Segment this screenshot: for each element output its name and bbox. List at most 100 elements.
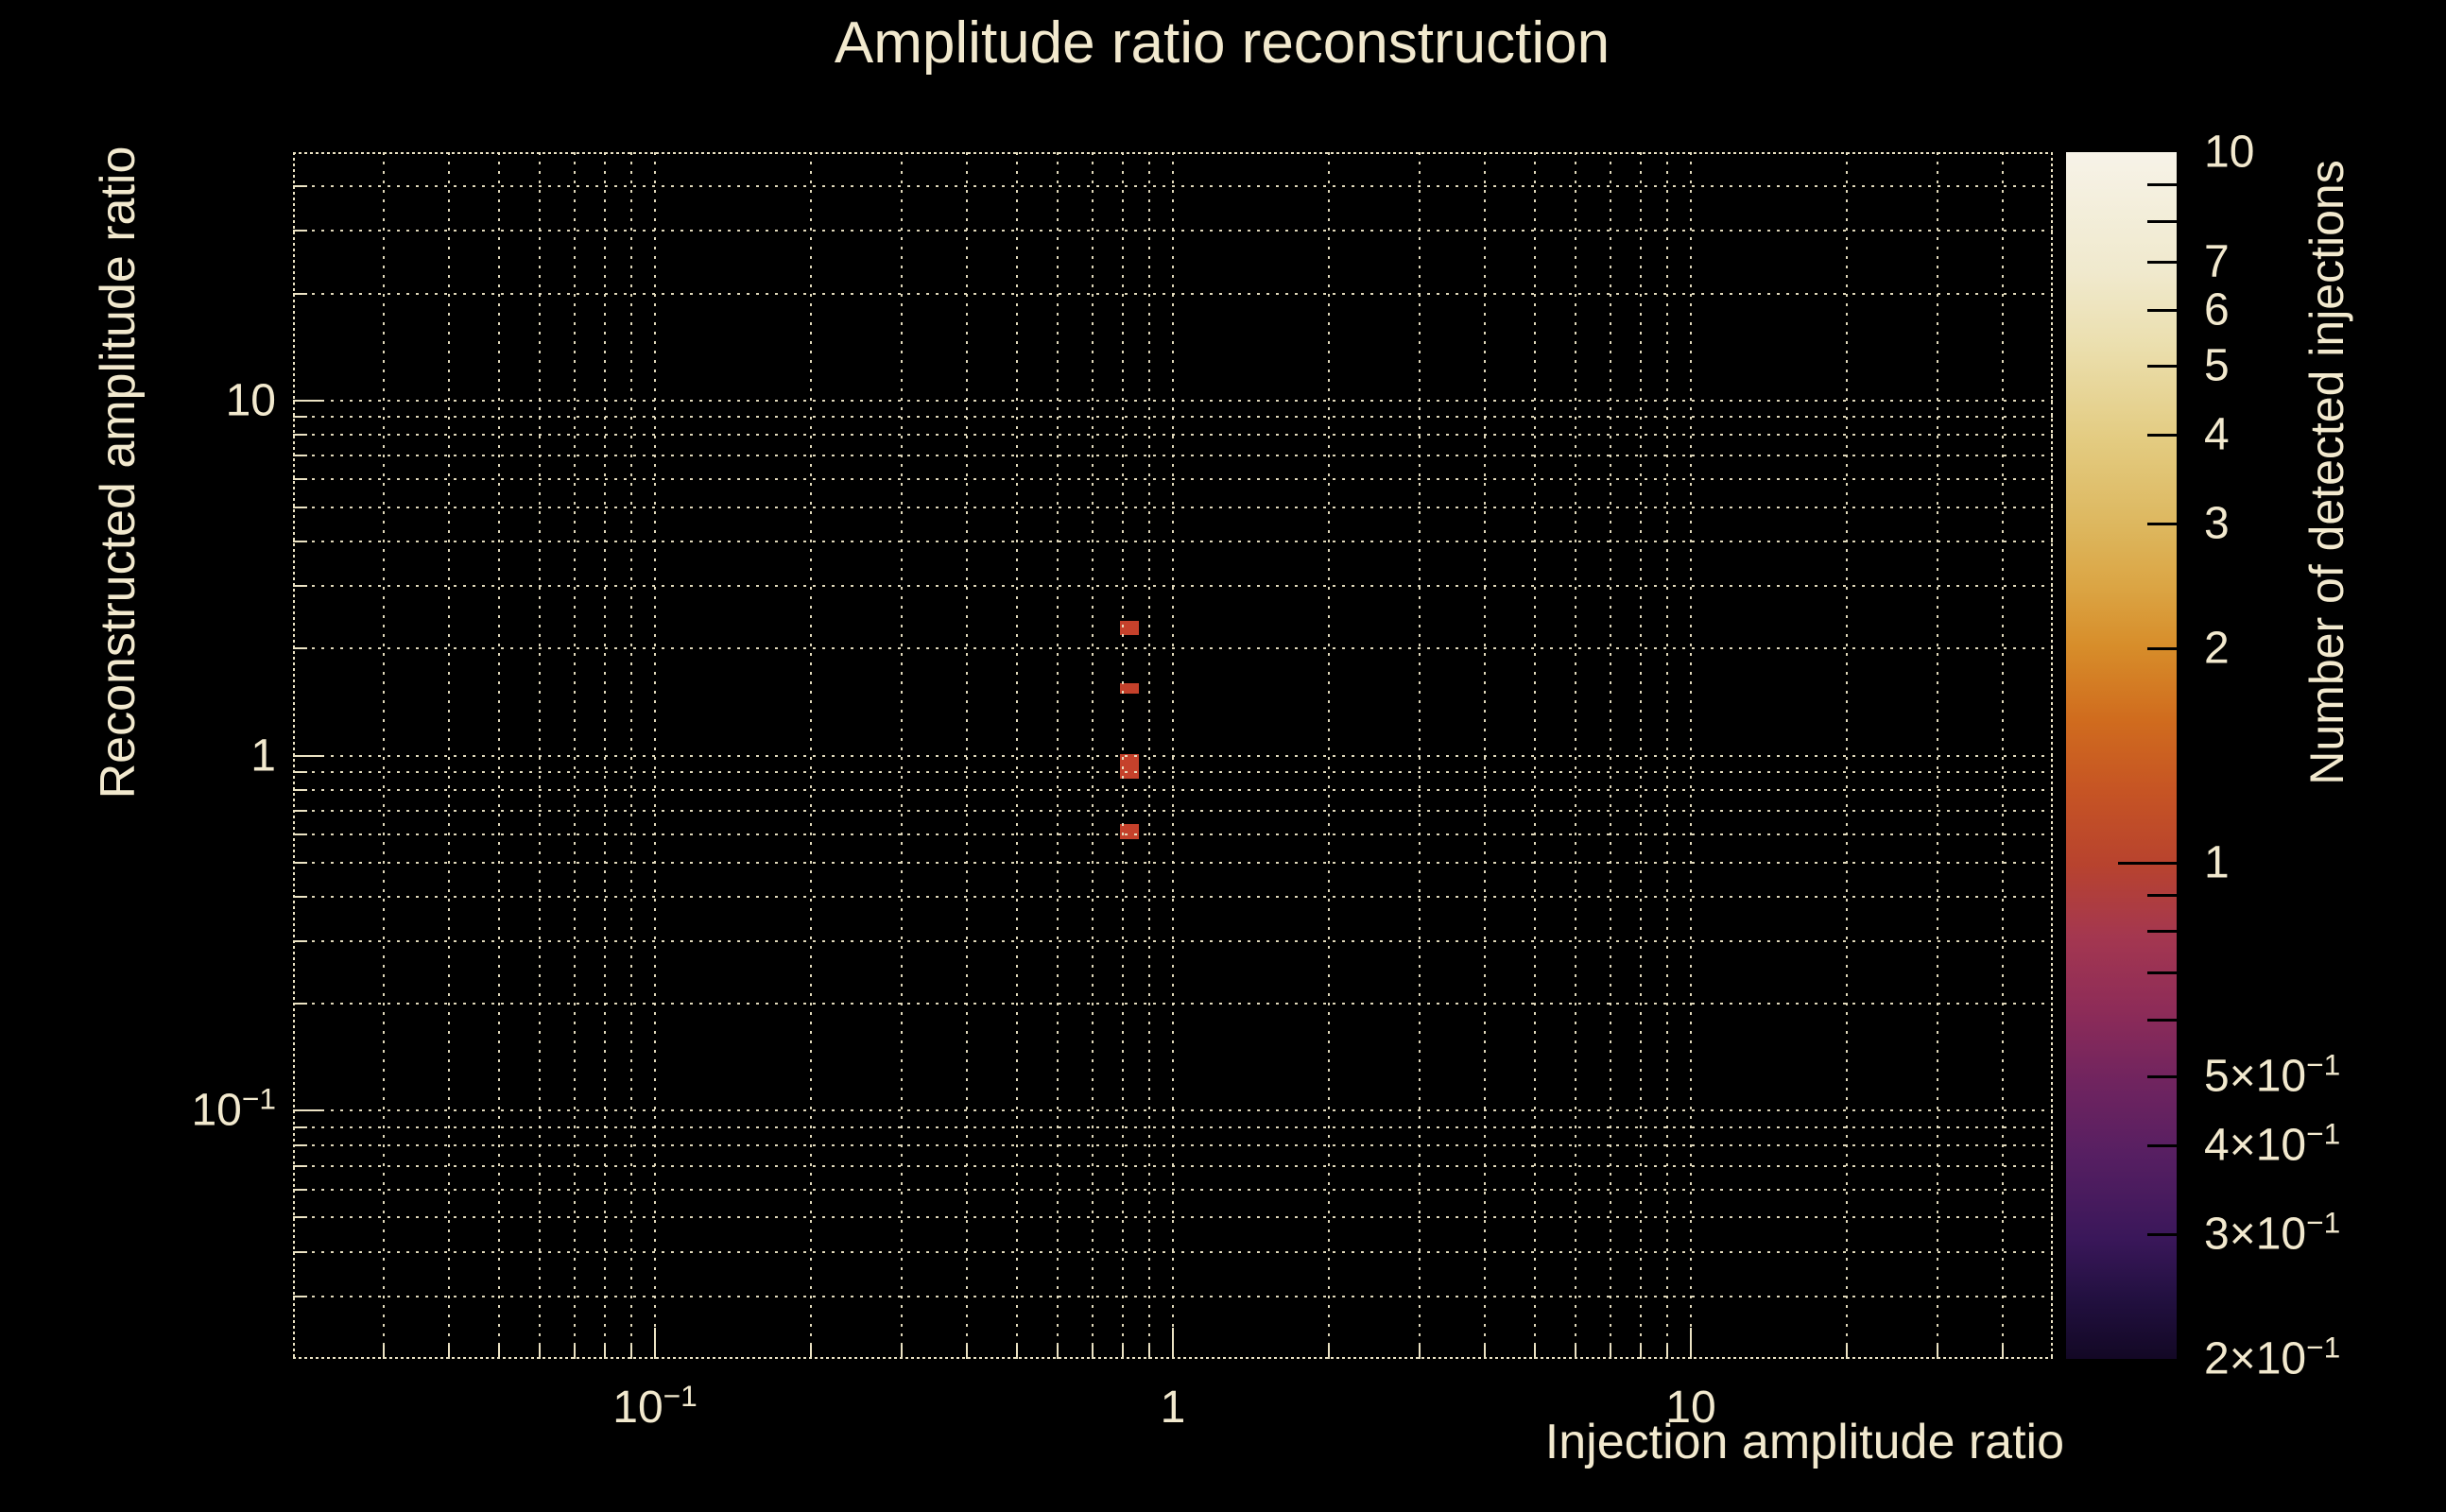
heatmap-cell xyxy=(1119,682,1140,695)
y-axis-tick xyxy=(293,585,307,588)
colorbar-tick-label: 5 xyxy=(2204,340,2230,391)
x-axis-tick xyxy=(498,1345,501,1359)
colorbar-tick-label: 4 xyxy=(2204,409,2230,460)
y-axis-tick xyxy=(293,1295,307,1297)
x-axis-tick xyxy=(1689,1328,1692,1359)
y-axis-tick xyxy=(293,292,307,295)
y-axis-tick xyxy=(293,478,307,481)
y-axis-tick xyxy=(293,809,307,812)
x-axis-tick xyxy=(1057,1345,1059,1359)
x-axis-tick xyxy=(574,1345,577,1359)
y-tick-label: 1 xyxy=(250,730,276,781)
y-axis-tick xyxy=(293,940,307,942)
y-gridline xyxy=(293,1125,2053,1128)
colorbar-tick xyxy=(2147,930,2177,934)
y-gridline xyxy=(293,399,2053,402)
y-gridline xyxy=(293,1216,2053,1219)
y-gridline xyxy=(293,1143,2053,1146)
colorbar-tick xyxy=(2147,261,2177,265)
y-gridline xyxy=(293,415,2053,418)
colorbar-tick-label: 1 xyxy=(2204,837,2230,888)
x-axis-tick xyxy=(2001,1345,2004,1359)
colorbar-tick xyxy=(2147,523,2177,525)
y-gridline xyxy=(293,185,2053,188)
y-axis-tick xyxy=(293,1250,307,1253)
colorbar-tick xyxy=(2147,647,2177,651)
y-gridline xyxy=(293,1003,2053,1005)
y-axis-tick xyxy=(293,861,307,864)
y-gridline xyxy=(293,647,2053,650)
x-axis-tick xyxy=(1575,1345,1577,1359)
y-axis-tick xyxy=(293,1125,307,1128)
colorbar-tick xyxy=(2147,1232,2177,1236)
y-axis-tick xyxy=(293,415,307,418)
y-gridline xyxy=(293,292,2053,295)
chart-title: Amplitude ratio reconstruction xyxy=(834,10,1611,76)
y-gridline xyxy=(293,754,2053,757)
plot-frame-top xyxy=(293,152,2053,154)
plot-area xyxy=(293,152,2053,1359)
y-gridline xyxy=(293,861,2053,864)
x-tick-label: 1 xyxy=(1160,1383,1186,1433)
y-gridline xyxy=(293,1188,2053,1191)
x-axis-tick xyxy=(1147,1345,1150,1359)
y-axis-tick xyxy=(293,399,324,402)
x-axis-tick xyxy=(1172,1328,1174,1359)
y-gridline xyxy=(293,940,2053,942)
y-gridline xyxy=(293,541,2053,543)
colorbar-tick-label: 2×10−1 xyxy=(2204,1330,2341,1384)
colorbar-tick-label: 7 xyxy=(2204,236,2230,287)
y-axis-tick xyxy=(293,541,307,543)
colorbar-tick-label: 3 xyxy=(2204,498,2230,549)
colorbar-tick xyxy=(2147,365,2177,369)
colorbar-tick xyxy=(2147,308,2177,312)
colorbar xyxy=(2066,152,2177,1359)
x-axis-title: Injection amplitude ratio xyxy=(1544,1415,2064,1469)
y-axis-tick xyxy=(293,1216,307,1219)
x-axis-tick xyxy=(1483,1345,1486,1359)
colorbar-tick xyxy=(2147,1074,2177,1078)
y-axis-tick xyxy=(293,1143,307,1146)
x-axis-tick xyxy=(1092,1345,1094,1359)
y-axis-tick xyxy=(293,647,307,650)
x-axis-tick xyxy=(1534,1345,1537,1359)
y-gridline xyxy=(293,788,2053,791)
colorbar-tick-label: 4×10−1 xyxy=(2204,1116,2341,1171)
y-axis-tick xyxy=(293,454,307,456)
x-tick-label: 10−1 xyxy=(612,1379,698,1433)
y-axis-tick xyxy=(293,185,307,188)
x-axis-tick xyxy=(809,1345,812,1359)
y-axis-tick xyxy=(293,230,307,232)
y-gridline xyxy=(293,833,2053,835)
y-axis-tick xyxy=(293,506,307,508)
y-gridline xyxy=(293,230,2053,232)
x-axis-tick xyxy=(603,1345,606,1359)
y-gridline xyxy=(293,1164,2053,1167)
y-gridline xyxy=(293,1295,2053,1297)
colorbar-tick-label: 5×10−1 xyxy=(2204,1047,2341,1102)
y-gridline xyxy=(293,478,2053,481)
x-axis-tick xyxy=(1419,1345,1421,1359)
x-axis-tick xyxy=(447,1345,450,1359)
x-axis-tick xyxy=(1121,1345,1124,1359)
x-axis-tick xyxy=(1639,1345,1642,1359)
x-axis-tick xyxy=(965,1345,968,1359)
x-tick-label: 10 xyxy=(1665,1383,1716,1433)
y-axis-tick xyxy=(293,754,324,757)
y-gridline xyxy=(293,454,2053,456)
x-axis-tick xyxy=(901,1345,904,1359)
colorbar-tick-label: 3×10−1 xyxy=(2204,1205,2341,1260)
x-axis-tick xyxy=(1665,1345,1668,1359)
colorbar-tick xyxy=(2147,183,2177,187)
colorbar-tick xyxy=(2147,894,2177,898)
plot-frame-right xyxy=(2051,152,2053,1359)
y-axis-tick xyxy=(293,434,307,437)
y-axis-tick xyxy=(293,770,307,773)
x-axis-tick xyxy=(1610,1345,1612,1359)
colorbar-title: Number of detected injections xyxy=(2300,160,2353,785)
y-gridline xyxy=(293,506,2053,508)
y-gridline xyxy=(293,1109,2053,1112)
colorbar-tick xyxy=(2147,434,2177,438)
y-axis-tick xyxy=(293,1003,307,1005)
